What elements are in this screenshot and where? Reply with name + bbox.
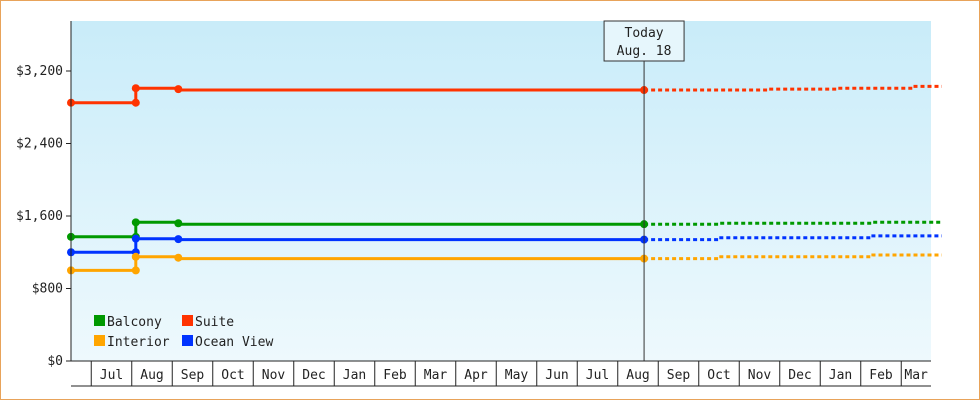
today-label: Today: [625, 26, 664, 41]
x-tick-label: Apr: [464, 368, 488, 383]
data-point-ocean-view: [174, 235, 183, 244]
y-tick-label: $2,400: [16, 137, 63, 152]
x-tick-label: Mar: [904, 368, 928, 383]
x-tick-label: Jul: [586, 368, 609, 383]
x-tick-label: Sep: [667, 368, 691, 383]
legend-label-ocean-view: Ocean View: [195, 335, 273, 350]
data-point-interior: [174, 253, 183, 262]
x-tick-label: Dec: [302, 368, 325, 383]
x-tick-label: Oct: [707, 368, 730, 383]
y-tick-label: $800: [32, 282, 63, 297]
x-tick-label: Jan: [829, 368, 852, 383]
x-tick-label: Aug: [626, 368, 649, 383]
x-tick-label: Jul: [100, 368, 123, 383]
legend-label-suite: Suite: [195, 315, 234, 330]
series-line-interior: [71, 255, 645, 272]
y-tick-label: $1,600: [16, 209, 63, 224]
x-tick-label: Feb: [869, 368, 893, 383]
x-tick-label: May: [505, 368, 529, 383]
x-tick-label: Nov: [262, 368, 286, 383]
x-tick-label: Feb: [383, 368, 407, 383]
legend-swatch-ocean-view: [182, 335, 193, 346]
data-point-suite: [131, 84, 140, 93]
series-line-suite: [71, 86, 645, 105]
plot-background: [71, 21, 931, 361]
legend-label-balcony: Balcony: [107, 315, 162, 330]
data-point-interior: [131, 252, 140, 261]
legend: Balcony Suite Interior Ocean View: [94, 315, 273, 350]
series-line-ocean-view: [71, 237, 645, 254]
today-date-label: Aug. 18: [617, 44, 672, 59]
y-tick-label: $3,200: [16, 64, 63, 79]
data-point-suite: [174, 85, 183, 94]
x-tick-label: Dec: [788, 368, 811, 383]
x-tick-label: Mar: [424, 368, 448, 383]
x-tick-label: Oct: [221, 368, 244, 383]
today-marker: Today Aug. 18: [603, 20, 685, 361]
data-point-ocean-view: [131, 234, 140, 243]
data-point-balcony: [131, 218, 140, 227]
x-tick-label: Jan: [343, 368, 366, 383]
series-line-balcony: [71, 220, 645, 239]
legend-swatch-interior: [94, 335, 105, 346]
y-tick-label: $0: [47, 354, 63, 369]
legend-label-interior: Interior: [107, 335, 170, 350]
x-tick-label: Sep: [181, 368, 205, 383]
today-box: [603, 20, 685, 62]
data-point-suite: [131, 98, 140, 107]
legend-swatch-suite: [182, 315, 193, 326]
x-tick-label: Jun: [545, 368, 568, 383]
axes-layer: $0 $800 $1,600 $2,400 $3,200 Jul Aug Sep Oct Nov D…: [16, 21, 931, 387]
data-point-interior: [131, 266, 140, 275]
x-tick-label: Nov: [748, 368, 772, 383]
legend-swatch-balcony: [94, 315, 105, 326]
data-point-balcony: [174, 219, 183, 228]
x-tick-label: Aug: [140, 368, 163, 383]
